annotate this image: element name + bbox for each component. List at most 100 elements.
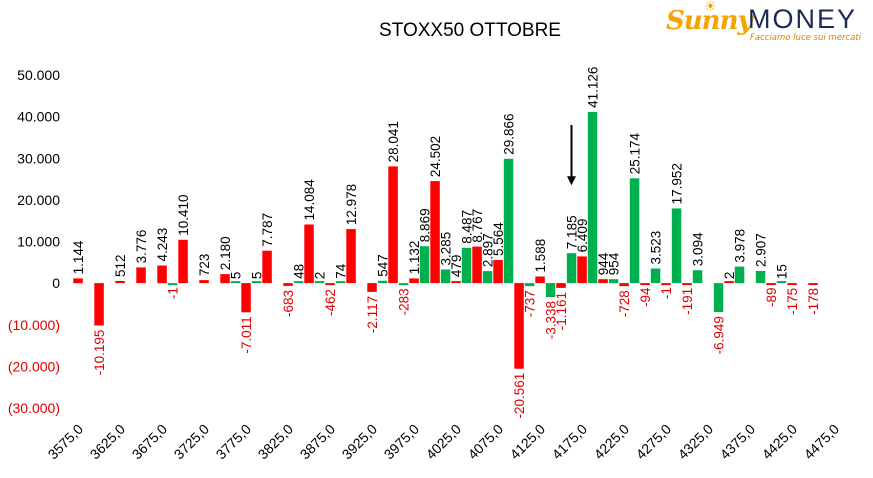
bar-value-label: 74 bbox=[334, 263, 349, 279]
bar-value-label: 3.285 bbox=[439, 232, 454, 266]
logo-tagline: Facciamo luce sui mercati bbox=[750, 33, 862, 43]
bar bbox=[787, 283, 797, 286]
bar-value-label: -94 bbox=[638, 287, 653, 307]
bar-value-label: -683 bbox=[281, 290, 296, 317]
chart-title: STOXX50 OTTOBRE bbox=[379, 20, 561, 41]
bar-value-label: 479 bbox=[449, 255, 464, 278]
bar bbox=[409, 278, 419, 284]
x-tick-label: 4075,0 bbox=[465, 421, 507, 463]
bar-value-label: 6.409 bbox=[575, 219, 590, 253]
bar bbox=[713, 283, 724, 312]
bar-value-label: -175 bbox=[785, 288, 800, 315]
bar bbox=[514, 283, 524, 369]
bar bbox=[451, 281, 461, 284]
bar-value-label: 3.523 bbox=[649, 231, 664, 265]
x-tick-label: 4375,0 bbox=[717, 421, 759, 463]
bar bbox=[377, 280, 388, 284]
bar bbox=[430, 181, 440, 284]
bar bbox=[577, 256, 587, 284]
x-tick-label: 3575,0 bbox=[45, 421, 87, 463]
bar-labels: 1.144 -10.195 512 3.776 4.243 10.410 723 2.180 -… bbox=[71, 67, 821, 419]
bar bbox=[629, 178, 640, 284]
bar-value-label: 4.243 bbox=[155, 228, 170, 262]
bar-value-label: 5.564 bbox=[491, 222, 506, 256]
bar-value-label: 2 bbox=[313, 272, 328, 280]
bar bbox=[115, 281, 125, 284]
bar bbox=[482, 271, 493, 284]
x-tick-label: 4425,0 bbox=[759, 421, 801, 463]
bar-value-label: 8.767 bbox=[470, 209, 485, 243]
y-tick-label: (20.000) bbox=[8, 358, 60, 374]
bar-value-label: 17.952 bbox=[670, 163, 685, 204]
bar-value-label: 2.907 bbox=[754, 233, 769, 267]
y-axis: 50.000 40.000 30.000 20.000 10.000 0 (10.000) (… bbox=[8, 67, 60, 416]
bar bbox=[598, 279, 608, 284]
bar-value-label: 512 bbox=[113, 254, 128, 277]
bar-value-label: 2.897 bbox=[481, 233, 496, 267]
x-tick-label: 3625,0 bbox=[87, 421, 129, 463]
bar-value-label: -10.195 bbox=[92, 330, 107, 376]
bar bbox=[251, 281, 262, 284]
bar bbox=[367, 283, 377, 292]
bar bbox=[535, 276, 545, 284]
bar-value-label: 12.978 bbox=[344, 184, 359, 225]
bar bbox=[734, 266, 745, 284]
x-tick-label: 3975,0 bbox=[381, 421, 423, 463]
bar-value-label: -3.338 bbox=[544, 301, 559, 339]
bar-value-label: 15 bbox=[775, 264, 790, 279]
bar bbox=[776, 281, 787, 284]
bar bbox=[766, 283, 776, 286]
x-tick-label: 3825,0 bbox=[255, 421, 297, 463]
arrow-head bbox=[567, 176, 576, 186]
bar-value-label: 29.866 bbox=[502, 114, 517, 155]
bar bbox=[587, 111, 598, 284]
bar-value-label: 3.776 bbox=[134, 230, 149, 264]
x-tick-label: 4175,0 bbox=[549, 421, 591, 463]
bar bbox=[178, 239, 188, 284]
bar-value-label: 28.041 bbox=[386, 121, 401, 162]
bar-value-label: -1 bbox=[659, 287, 674, 299]
bar-value-label: -2.117 bbox=[365, 296, 380, 333]
bar bbox=[230, 281, 241, 284]
x-tick-label: 4325,0 bbox=[675, 421, 717, 463]
bar-value-label: 7.185 bbox=[565, 215, 580, 249]
bar bbox=[199, 280, 209, 284]
bar bbox=[314, 281, 325, 284]
bar-value-label: -178 bbox=[806, 288, 821, 315]
bar bbox=[293, 281, 304, 284]
bar-value-label: 24.502 bbox=[428, 136, 443, 177]
bar-value-label: 48 bbox=[292, 264, 307, 279]
x-tick-label: 4275,0 bbox=[633, 421, 675, 463]
bar bbox=[808, 283, 818, 286]
bar bbox=[73, 278, 83, 284]
bar-value-label: -283 bbox=[397, 288, 412, 315]
bar-value-label: 1.144 bbox=[71, 240, 86, 274]
bar bbox=[167, 283, 178, 286]
bar bbox=[661, 283, 671, 286]
y-tick-label: 10.000 bbox=[17, 234, 60, 250]
bar-value-label: -737 bbox=[523, 290, 538, 317]
x-axis: 3575,0 3625,0 3675,0 3725,0 3775,0 3825,0 3875… bbox=[45, 421, 843, 463]
bar-value-label: 8.869 bbox=[418, 208, 433, 242]
y-tick-label: 20.000 bbox=[17, 192, 60, 208]
bar-value-label: 944 bbox=[596, 252, 611, 275]
bar-value-label: -462 bbox=[323, 289, 338, 316]
bar-value-label: 10.410 bbox=[176, 195, 191, 236]
x-tick-label: 3725,0 bbox=[171, 421, 213, 463]
bar-value-label: 954 bbox=[607, 252, 622, 275]
sun-icon: ☀ bbox=[704, 0, 717, 14]
bar-value-label: 547 bbox=[376, 254, 391, 277]
bar bbox=[304, 224, 314, 284]
bar-value-label: 7.787 bbox=[260, 213, 275, 247]
bar bbox=[335, 281, 346, 284]
bar bbox=[608, 279, 619, 284]
y-tick-label: 40.000 bbox=[17, 109, 60, 125]
logo-brand-right: MONEY bbox=[748, 4, 858, 34]
bar-value-label: -89 bbox=[764, 288, 779, 308]
bar bbox=[241, 283, 251, 313]
bar-value-label: 723 bbox=[197, 254, 212, 277]
x-tick-label: 3925,0 bbox=[339, 421, 381, 463]
y-tick-label: 0 bbox=[52, 275, 60, 291]
bar bbox=[524, 283, 535, 287]
x-tick-label: 3775,0 bbox=[213, 421, 255, 463]
